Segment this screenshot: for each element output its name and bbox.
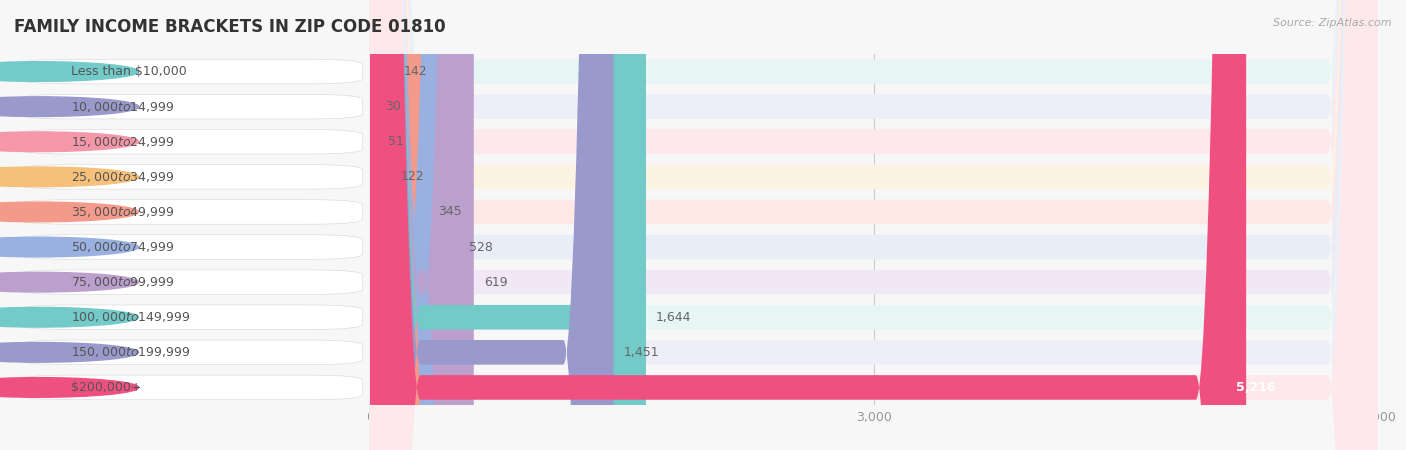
FancyBboxPatch shape [370,0,474,450]
Circle shape [0,62,139,81]
Text: 619: 619 [484,276,508,288]
FancyBboxPatch shape [18,130,363,154]
FancyBboxPatch shape [325,0,420,450]
Text: $50,000 to $74,999: $50,000 to $74,999 [70,240,174,254]
FancyBboxPatch shape [343,0,420,450]
Text: $100,000 to $149,999: $100,000 to $149,999 [70,310,190,324]
FancyBboxPatch shape [370,0,1378,450]
Text: Less than $10,000: Less than $10,000 [70,65,187,78]
Text: FAMILY INCOME BRACKETS IN ZIP CODE 01810: FAMILY INCOME BRACKETS IN ZIP CODE 01810 [14,18,446,36]
Text: 122: 122 [401,171,425,183]
Circle shape [0,202,139,222]
FancyBboxPatch shape [18,59,363,84]
Circle shape [0,272,139,292]
Circle shape [0,342,139,362]
FancyBboxPatch shape [370,0,458,450]
FancyBboxPatch shape [18,375,363,400]
Text: 1,451: 1,451 [624,346,659,359]
Circle shape [0,97,139,117]
Text: 528: 528 [468,241,492,253]
Text: 51: 51 [388,135,405,148]
Circle shape [0,167,139,187]
FancyBboxPatch shape [18,235,363,259]
FancyBboxPatch shape [18,94,363,119]
FancyBboxPatch shape [18,305,363,329]
FancyBboxPatch shape [18,340,363,364]
Text: $10,000 to $14,999: $10,000 to $14,999 [70,99,174,114]
FancyBboxPatch shape [370,0,613,450]
Text: $75,000 to $99,999: $75,000 to $99,999 [70,275,174,289]
FancyBboxPatch shape [18,165,363,189]
FancyBboxPatch shape [18,200,363,224]
Text: 5,216: 5,216 [1236,381,1275,394]
Circle shape [0,237,139,257]
FancyBboxPatch shape [370,0,1378,450]
Text: $150,000 to $199,999: $150,000 to $199,999 [70,345,190,360]
Text: 345: 345 [437,206,461,218]
FancyBboxPatch shape [328,0,420,450]
FancyBboxPatch shape [370,0,1378,450]
FancyBboxPatch shape [370,0,1378,450]
Circle shape [0,378,139,397]
FancyBboxPatch shape [340,0,420,450]
Text: 30: 30 [385,100,401,113]
Text: $15,000 to $24,999: $15,000 to $24,999 [70,135,174,149]
Circle shape [0,307,139,327]
FancyBboxPatch shape [370,0,1378,450]
FancyBboxPatch shape [370,0,1378,450]
Text: $25,000 to $34,999: $25,000 to $34,999 [70,170,174,184]
FancyBboxPatch shape [370,0,427,450]
FancyBboxPatch shape [370,0,1246,450]
Circle shape [0,132,139,152]
FancyBboxPatch shape [18,270,363,294]
FancyBboxPatch shape [370,0,645,450]
FancyBboxPatch shape [370,0,1378,450]
FancyBboxPatch shape [370,0,1378,450]
FancyBboxPatch shape [370,0,1378,450]
FancyBboxPatch shape [370,0,1378,450]
Text: 142: 142 [404,65,427,78]
Text: Source: ZipAtlas.com: Source: ZipAtlas.com [1274,18,1392,28]
Text: $200,000+: $200,000+ [70,381,142,394]
Text: 1,644: 1,644 [657,311,692,324]
Text: $35,000 to $49,999: $35,000 to $49,999 [70,205,174,219]
